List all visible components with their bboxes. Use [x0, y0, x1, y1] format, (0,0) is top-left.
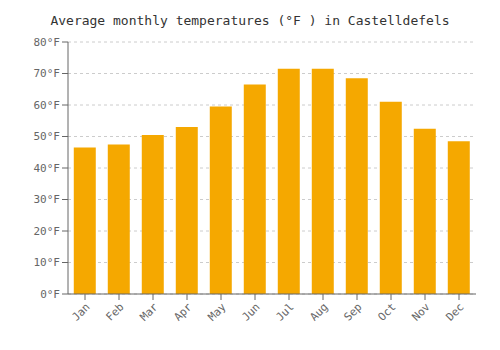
svg-text:Jul: Jul: [273, 300, 296, 323]
svg-text:40°F: 40°F: [34, 162, 61, 175]
svg-text:Oct: Oct: [375, 300, 398, 323]
svg-text:80°F: 80°F: [34, 36, 61, 49]
svg-text:May: May: [205, 300, 229, 324]
svg-text:Jan: Jan: [69, 300, 92, 323]
svg-text:0°F: 0°F: [40, 288, 60, 301]
svg-text:Apr: Apr: [171, 300, 195, 324]
svg-text:Sep: Sep: [341, 300, 364, 323]
svg-text:Dec: Dec: [443, 300, 466, 323]
svg-text:Mar: Mar: [137, 300, 161, 324]
svg-text:Feb: Feb: [103, 300, 126, 323]
svg-text:30°F: 30°F: [34, 193, 61, 206]
svg-text:50°F: 50°F: [34, 130, 61, 143]
svg-text:Jun: Jun: [239, 300, 262, 323]
svg-text:60°F: 60°F: [34, 99, 61, 112]
svg-text:Aug: Aug: [307, 300, 330, 323]
svg-text:Nov: Nov: [409, 300, 433, 324]
html-text:Average monthly temperatures (: Average monthly temperatures (°F ) in Ca…: [50, 13, 450, 28]
svg-text:10°F: 10°F: [34, 256, 61, 269]
svg-text:70°F: 70°F: [34, 67, 61, 80]
svg-text:20°F: 20°F: [34, 225, 61, 238]
